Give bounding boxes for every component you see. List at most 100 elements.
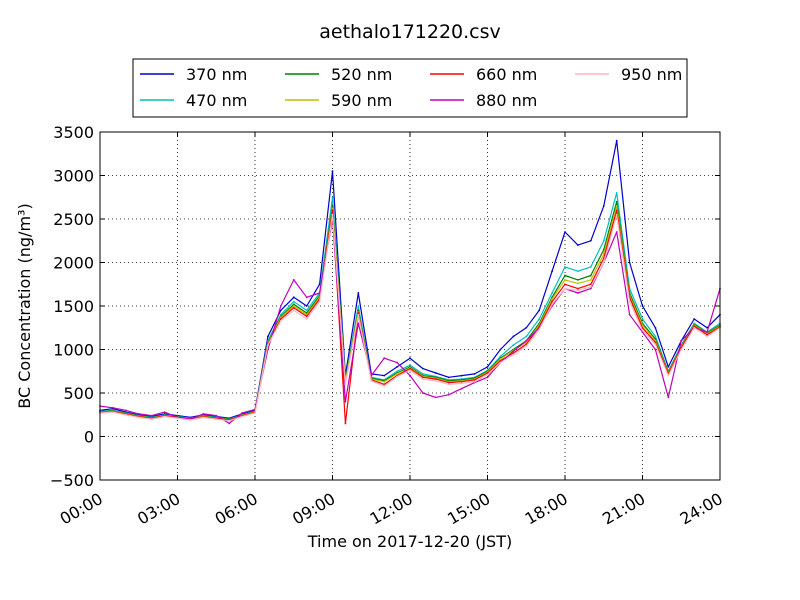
data-point: [112, 411, 114, 414]
data-point: [305, 318, 308, 320]
data-point: [654, 348, 657, 351]
data-point: [473, 372, 476, 375]
data-point: [202, 412, 205, 415]
data-point: [318, 283, 321, 286]
data-point: [331, 196, 334, 199]
data-point: [422, 392, 424, 394]
y-tick-label: 2000: [53, 254, 94, 273]
data-point: [577, 270, 579, 273]
data-point: [409, 364, 411, 367]
data-point: [551, 270, 553, 273]
data-point: [564, 274, 566, 277]
data-point: [163, 411, 166, 414]
data-point: [215, 418, 218, 420]
legend-label: 520 nm: [331, 65, 392, 84]
data-point: [383, 374, 386, 377]
x-axis-label: Time on 2017-12-20 (JST): [307, 532, 512, 551]
data-point: [615, 200, 618, 203]
data-point: [512, 344, 515, 347]
data-point: [577, 282, 579, 285]
legend-label: 660 nm: [476, 65, 537, 84]
data-point: [654, 326, 657, 329]
data-point: [163, 415, 166, 418]
data-point: [525, 326, 528, 329]
data-point: [370, 379, 373, 382]
data-point: [615, 213, 618, 216]
data-point: [279, 319, 282, 322]
data-point: [460, 380, 463, 383]
data-point: [564, 283, 566, 286]
data-point: [331, 213, 334, 216]
data-point: [486, 366, 489, 368]
data-point: [383, 380, 386, 383]
data-point: [589, 283, 592, 286]
data-point: [667, 396, 670, 399]
data-point: [279, 318, 282, 320]
data-point: [344, 400, 347, 403]
data-point: [396, 366, 398, 368]
data-point: [538, 309, 541, 312]
data-point: [602, 252, 605, 255]
data-point: [292, 303, 295, 306]
data-point: [512, 352, 515, 354]
data-point: [112, 406, 114, 409]
data-point: [176, 417, 179, 420]
data-point: [654, 343, 657, 346]
data-point: [667, 366, 670, 368]
data-point: [318, 300, 321, 303]
data-point: [447, 381, 450, 384]
y-tick-label: 1000: [53, 341, 94, 360]
grid-lines: [100, 132, 720, 480]
data-point: [344, 422, 347, 425]
data-point: [383, 383, 386, 386]
data-point: [279, 316, 282, 319]
data-point: [577, 244, 579, 247]
y-tick-label: 3000: [53, 167, 94, 186]
data-point: [409, 357, 411, 360]
data-point: [693, 318, 696, 320]
data-point: [254, 412, 256, 414]
data-point: [602, 239, 605, 242]
data-point: [602, 205, 605, 207]
data-point: [357, 309, 360, 312]
data-point: [422, 378, 424, 380]
data-point: [615, 209, 618, 212]
data-point: [292, 306, 295, 309]
data-point: [434, 378, 437, 380]
data-point: [551, 300, 553, 303]
data-point: [577, 279, 579, 281]
data-point: [525, 335, 528, 338]
data-point: [512, 350, 515, 353]
data-point: [292, 305, 295, 307]
legend: 370 nm 470 nm 520 nm 590 nm 660 nm 880 nm 950 …: [132, 58, 688, 118]
legend-label: 470 nm: [186, 91, 247, 110]
data-point: [680, 339, 683, 342]
data-point: [486, 376, 489, 379]
data-point: [357, 322, 360, 325]
data-point: [422, 372, 424, 375]
data-point: [486, 372, 489, 374]
data-point: [434, 396, 437, 399]
data-point: [292, 309, 295, 312]
data-point: [357, 313, 360, 316]
data-point: [615, 139, 618, 142]
data-point: [228, 422, 231, 425]
data-point: [409, 367, 411, 370]
data-point: [589, 279, 592, 281]
data-point: [680, 348, 683, 351]
data-point: [628, 313, 631, 316]
data-point: [396, 361, 398, 364]
data-point: [422, 367, 424, 370]
y-axis-label: BC Concentration (ng/m³): [15, 203, 34, 408]
data-point: [305, 296, 308, 299]
data-point: [577, 287, 579, 290]
data-point: [202, 416, 205, 419]
y-tick-label: 1500: [53, 297, 94, 316]
data-point: [279, 305, 282, 307]
data-point: [460, 387, 463, 390]
data-point: [150, 418, 153, 420]
data-point: [525, 345, 528, 347]
legend-label: 370 nm: [186, 65, 247, 84]
data-point: [512, 353, 515, 356]
